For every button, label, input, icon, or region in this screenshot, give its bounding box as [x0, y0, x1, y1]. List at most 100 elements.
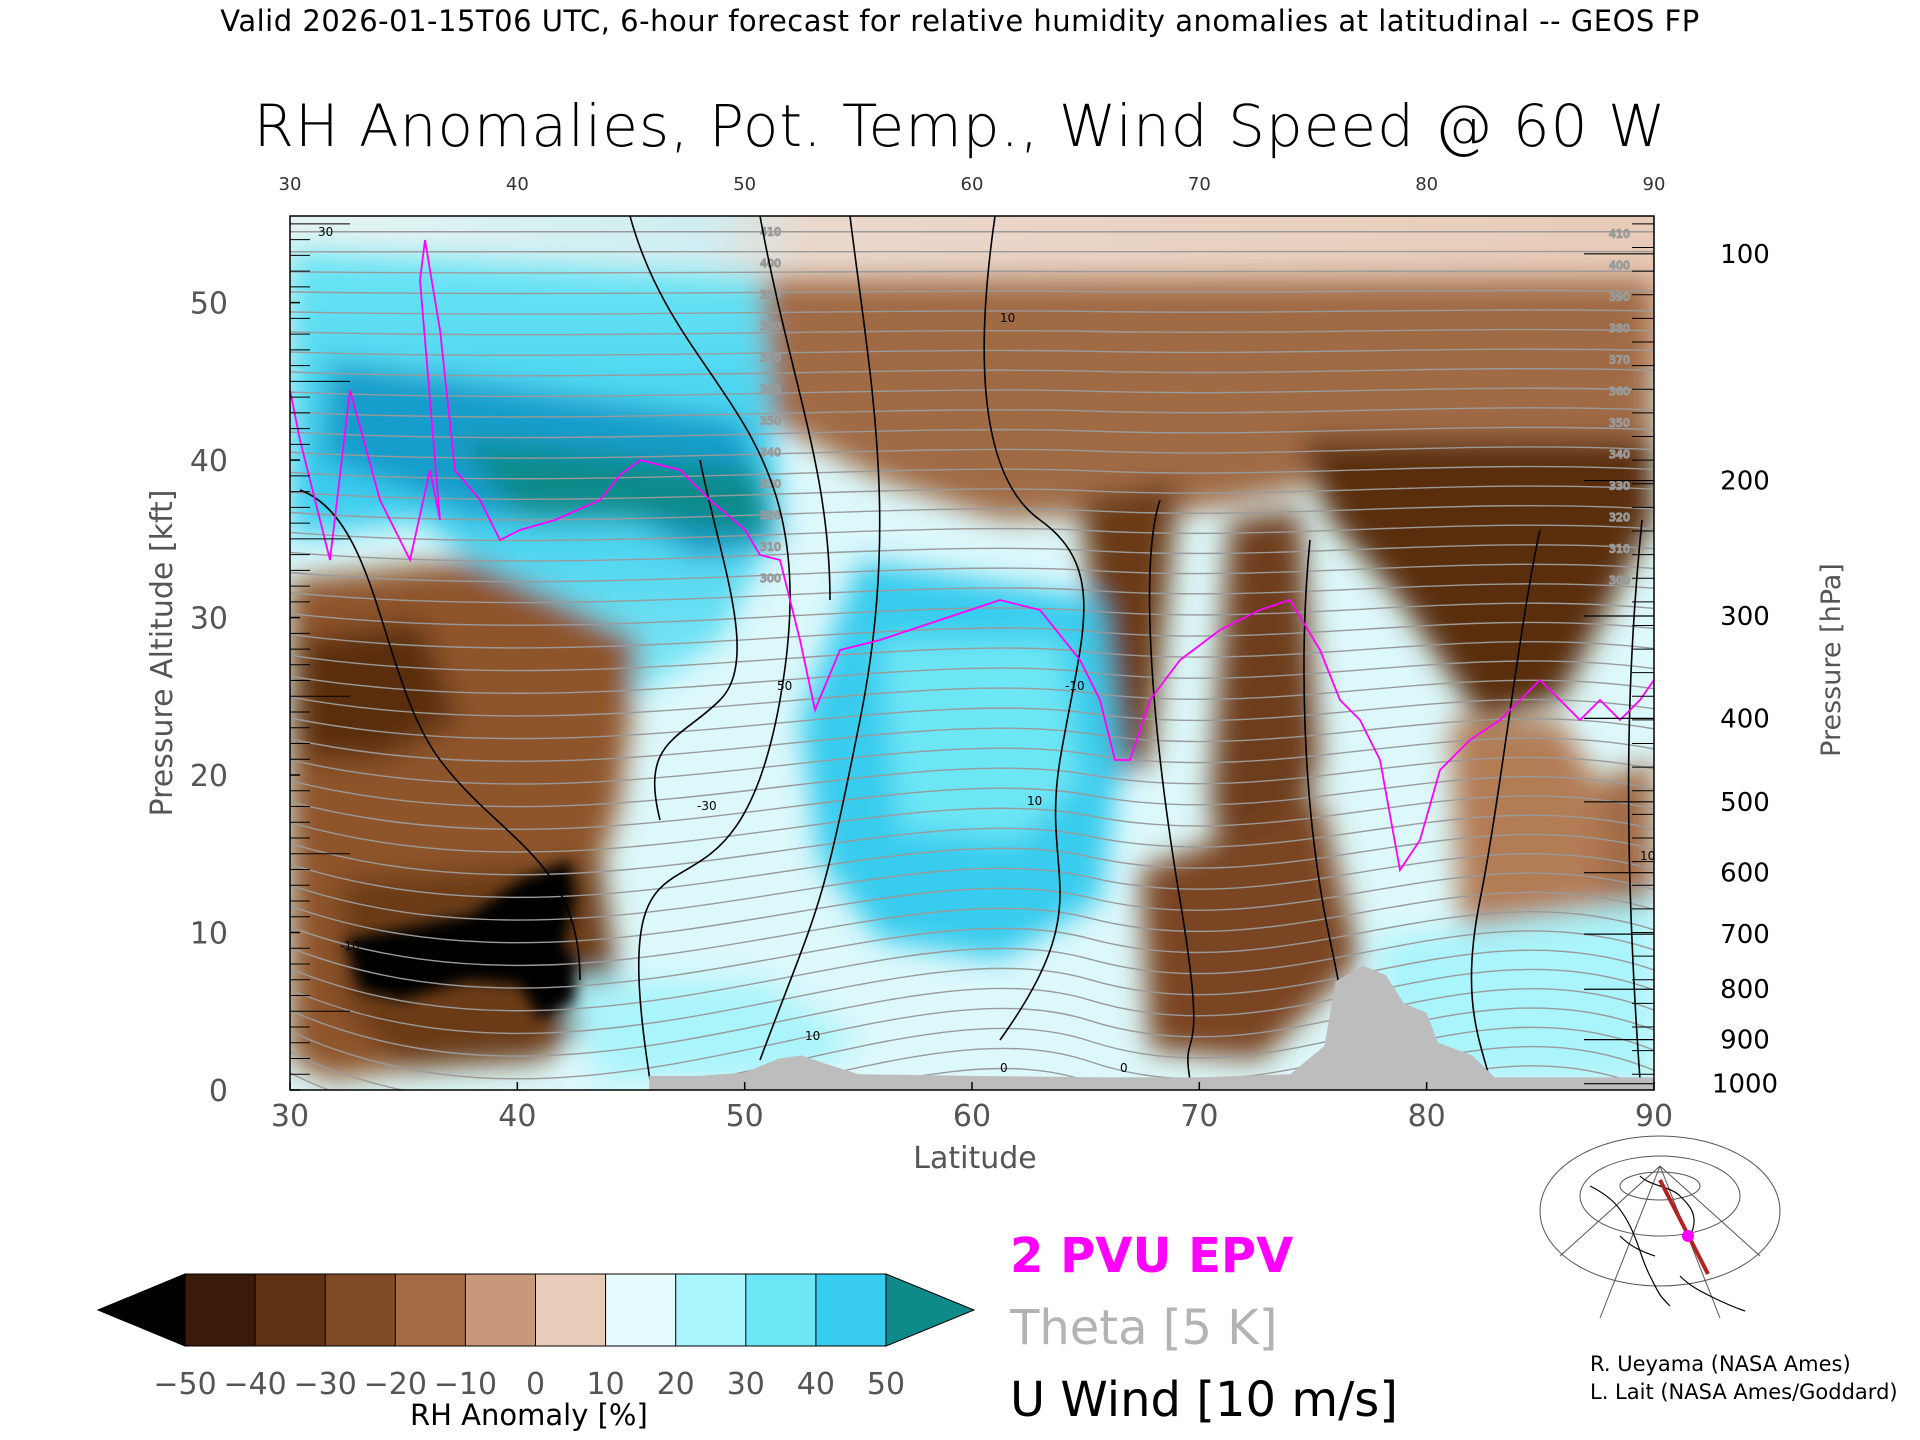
theta-label: 360: [1609, 385, 1630, 398]
pressure-tick-label: 500: [1720, 788, 1770, 818]
theta-label: 330: [760, 478, 781, 491]
theta-label: 390: [1609, 291, 1630, 304]
cross-section-line: [1658, 1179, 1710, 1275]
top-tick-label: 60: [961, 174, 984, 195]
theta-label: 320: [1609, 511, 1630, 524]
theta-isoline: [290, 348, 1654, 356]
y-tick-label: 40: [190, 444, 228, 479]
top-tick-label: 90: [1643, 174, 1666, 195]
colorbar-tick-label: −20: [364, 1367, 427, 1402]
wind-contours: 30 10 50 -30 10 10 -10 10 0 0 -10: [299, 216, 1655, 1081]
colorbar-label: RH Anomaly [%]: [410, 1398, 648, 1432]
theta-isoline: [290, 583, 1654, 604]
colorbar-tick-label: 30: [727, 1367, 765, 1402]
theta-isoline: [290, 814, 1654, 876]
colorbar-bin: [535, 1274, 607, 1346]
wind-label: -10: [1065, 679, 1085, 693]
x-tick-label: 70: [1180, 1099, 1218, 1134]
theta-isoline: [290, 1026, 1654, 1090]
x-axis-label: Latitude: [913, 1141, 1036, 1176]
theta-isoline: [290, 621, 1654, 649]
theta-isoline: [290, 1007, 1654, 1090]
theta-label: 310: [1609, 543, 1630, 556]
top-tick-label: 50: [733, 174, 756, 195]
pressure-tick-label: 100: [1720, 240, 1770, 270]
theta-isoline: [290, 988, 1654, 1080]
pressure-tick-label: 300: [1720, 602, 1770, 632]
pressure-tick-label: 400: [1720, 704, 1770, 734]
theta-isoline: [290, 775, 1654, 830]
theta-label: 360: [760, 383, 781, 396]
colorbar-tick-label: 20: [657, 1367, 695, 1402]
top-tick-label: 80: [1415, 174, 1438, 195]
y-axis-label: Pressure Altitude [kft]: [145, 490, 180, 817]
y-tick-label: 20: [190, 759, 228, 794]
colorbar-bin: [255, 1274, 326, 1346]
theta-isoline: [290, 504, 1654, 521]
theta-isoline: [290, 328, 1654, 336]
wind-label: 30: [318, 225, 333, 239]
wind-label: 50: [777, 679, 792, 693]
forecast-header: Valid 2026-01-15T06 UTC, 6-hour forecast…: [220, 4, 1700, 38]
legend-theta: Theta [5 K]: [1010, 1300, 1278, 1356]
theta-label: 300: [1609, 574, 1630, 587]
locator-map: [1539, 1135, 1781, 1319]
legend-epv: 2 PVU EPV: [1010, 1228, 1294, 1284]
theta-isoline: [290, 910, 1654, 989]
theta-isoline: [290, 930, 1654, 1012]
theta-isoline: [290, 640, 1654, 672]
colorbar-min-extend: [96, 1273, 186, 1347]
theta-isoline: [290, 465, 1654, 480]
theta-label: 320: [760, 509, 781, 522]
theta-isoline: [290, 309, 1654, 315]
pressure-axis: 100 200 300 400 500 600 700 800 900 1000: [1584, 223, 1778, 1100]
theta-isoline: [290, 289, 1654, 295]
colorbar-tick-label: −30: [294, 1367, 357, 1402]
theta-isoline: [290, 737, 1654, 785]
colorbar-tick-label: 10: [587, 1367, 625, 1402]
wind-label: 10: [1640, 849, 1655, 863]
y-tick-label: 50: [190, 287, 228, 322]
colorbar-bin: [395, 1274, 466, 1346]
cross-section-marker: [1682, 1230, 1694, 1242]
colorbar-bin: [675, 1274, 747, 1346]
colorbar-bin: [325, 1274, 396, 1346]
theta-isoline: [290, 250, 1654, 254]
colorbar-bin: [185, 1274, 256, 1346]
theta-isoline: [290, 367, 1654, 377]
theta-isoline: [290, 446, 1654, 459]
x-tick-label: 60: [953, 1099, 991, 1134]
theta-isoline: [290, 524, 1654, 542]
theta-isoline: [290, 426, 1654, 439]
wind-label: 10: [1027, 794, 1042, 808]
theta-isoline: [290, 872, 1654, 944]
y-tick-label: 10: [190, 917, 228, 952]
top-tick-label: 40: [506, 174, 529, 195]
theta-label: 330: [1609, 480, 1630, 493]
theta-label: 400: [1609, 259, 1630, 272]
credit-ueyama: R. Ueyama (NASA Ames): [1590, 1352, 1851, 1376]
theta-label: 410: [1609, 228, 1630, 241]
theta-label: 380: [760, 320, 781, 333]
pressure-tick-label: 200: [1720, 467, 1770, 497]
theta-isoline: [290, 756, 1654, 808]
y-axis: 0 10 20 30 40 50: [190, 223, 350, 1109]
colorbar-bin: [745, 1274, 817, 1346]
colorbar-max-extend: [885, 1273, 976, 1347]
pressure-tick-label: 600: [1720, 859, 1770, 889]
epv-2pvu-contour: [290, 239, 1654, 873]
x-tick-label: 40: [498, 1099, 536, 1134]
theta-label: 350: [1609, 417, 1630, 430]
wind-label: -30: [697, 799, 717, 813]
theta-isoline: [290, 833, 1654, 899]
pressure-axis-label: Pressure [hPa]: [1816, 563, 1847, 757]
legend-wind: U Wind [10 m/s]: [1010, 1372, 1399, 1428]
theta-isoline: [290, 485, 1654, 501]
chart-title: RH Anomalies, Pot. Temp., Wind Speed @ 6…: [253, 92, 1667, 160]
theta-label: 340: [1609, 448, 1630, 461]
colorbar-tick-label: −10: [434, 1367, 497, 1402]
wind-label: 0: [1120, 1061, 1128, 1075]
colorbar-tick-label: −50: [153, 1367, 216, 1402]
theta-isoline: [290, 563, 1654, 583]
